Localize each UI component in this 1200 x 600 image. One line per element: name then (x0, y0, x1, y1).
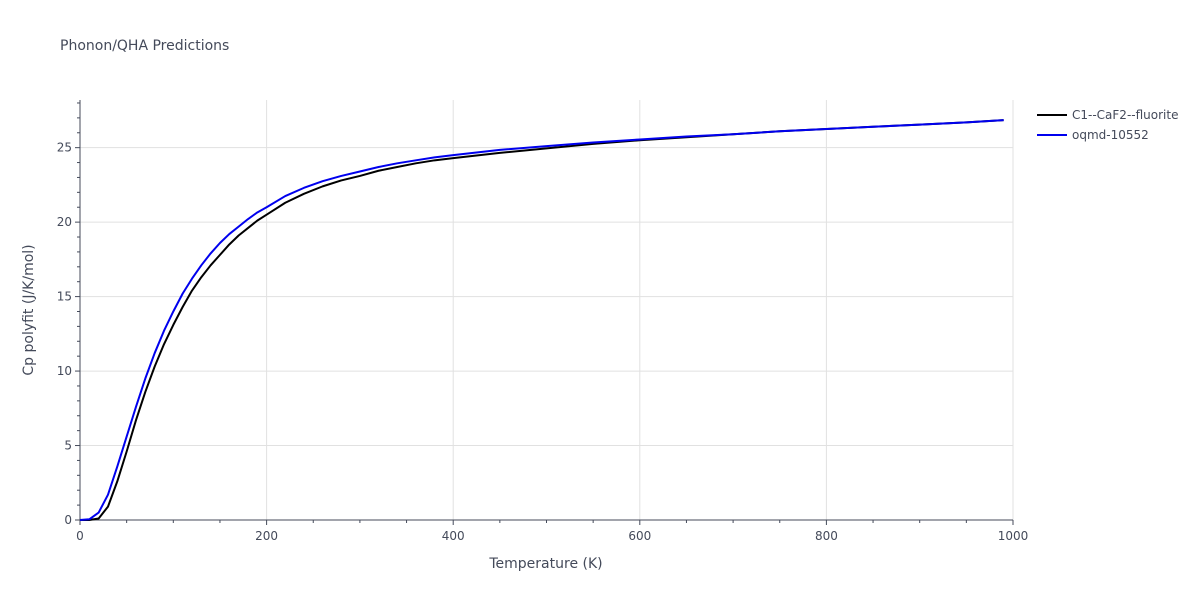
y-ticks: 0 5 10 15 20 25 (57, 102, 80, 527)
x-tick-label: 0 (76, 529, 84, 543)
x-tick-label: 1000 (998, 529, 1029, 543)
legend-label: C1--CaF2--fluorite (1072, 108, 1178, 122)
legend-item[interactable]: C1--CaF2--fluorite (1037, 108, 1178, 122)
x-ticks: 0 200 400 600 800 1000 (76, 520, 1028, 543)
y-tick-label: 10 (57, 364, 72, 378)
x-axis-title: Temperature (K) (488, 556, 602, 572)
y-tick-label: 0 (64, 513, 72, 527)
x-tick-label: 400 (442, 529, 465, 543)
legend[interactable]: C1--CaF2--fluorite oqmd-10552 (1037, 108, 1178, 142)
y-tick-label: 25 (57, 141, 72, 155)
y-tick-label: 20 (57, 215, 72, 229)
series-lines (79, 119, 1004, 521)
x-tick-label: 800 (815, 529, 838, 543)
x-tick-label: 200 (255, 529, 278, 543)
series-line-0 (80, 119, 1004, 521)
chart-title: Phonon/QHA Predictions (60, 38, 229, 54)
axes (79, 100, 1013, 521)
x-tick-label: 600 (628, 529, 651, 543)
grid (80, 100, 1014, 520)
y-tick-label: 5 (64, 439, 72, 453)
y-axis-title: Cp polyfit (J/K/mol) (21, 244, 37, 375)
series-line-1 (79, 119, 1004, 521)
legend-item[interactable]: oqmd-10552 (1037, 128, 1149, 142)
y-tick-label: 15 (57, 290, 72, 304)
legend-label: oqmd-10552 (1072, 128, 1149, 142)
